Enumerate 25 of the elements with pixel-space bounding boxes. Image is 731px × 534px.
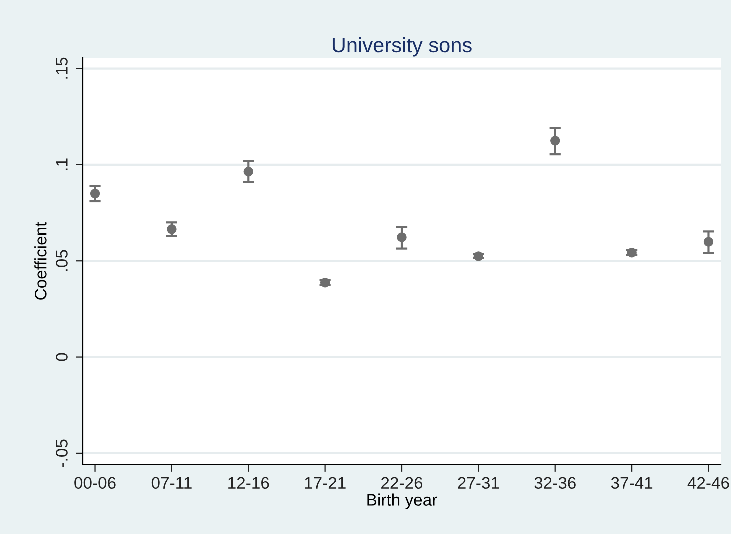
y-tick-label: .15 <box>56 58 68 79</box>
x-tick-label: 37-41 <box>611 477 653 490</box>
point <box>704 237 714 247</box>
point <box>397 232 407 242</box>
y-tick-label: .05 <box>56 250 68 272</box>
y-tick-label: -.05 <box>56 440 68 468</box>
x-tick-label: 22-26 <box>382 477 423 490</box>
x-tick-label: 12-16 <box>228 477 270 490</box>
x-tick-label: 00-06 <box>74 477 116 490</box>
y-axis-title: Coefficient <box>34 222 47 300</box>
x-tick-label: 32-36 <box>534 477 576 490</box>
x-tick-label: 17-21 <box>305 477 346 489</box>
y-tick-label: 0 <box>56 353 68 362</box>
x-axis-title: Birth year <box>368 494 438 510</box>
x-tick-label: 07-11 <box>152 477 192 490</box>
point <box>550 136 560 146</box>
point <box>90 188 100 199</box>
chart-title: University sons <box>332 37 472 57</box>
point <box>244 167 254 177</box>
point <box>474 252 484 262</box>
point <box>627 248 637 258</box>
x-tick-label: 42-46 <box>688 477 730 490</box>
point <box>167 224 177 234</box>
y-tick-label: .1 <box>56 158 68 170</box>
x-tick-label: 27-31 <box>458 477 500 490</box>
